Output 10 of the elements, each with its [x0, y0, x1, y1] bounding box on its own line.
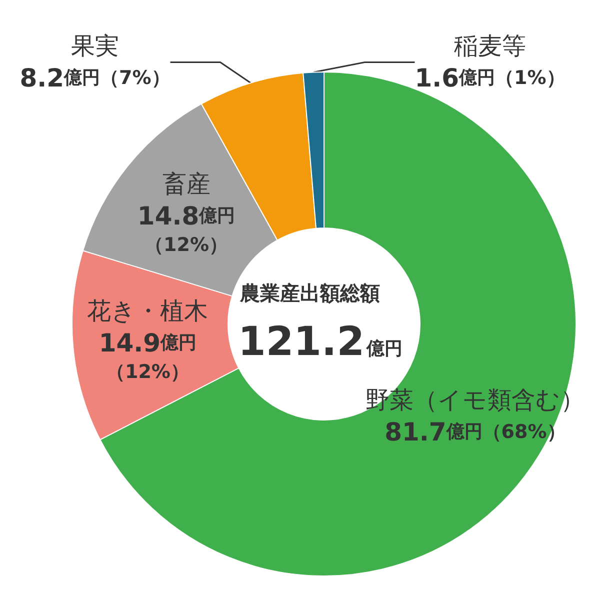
slice-label: 畜産 — [162, 170, 210, 198]
text: 121.2億円 — [238, 319, 403, 365]
data-label: 8.2億円（7%） — [20, 64, 170, 92]
text: 農業産出額総額 — [239, 281, 380, 305]
data-label: 14.9億円（12%） — [98, 328, 197, 384]
slice-label: 稲麦等 — [454, 32, 526, 60]
slice-label: 果実 — [71, 32, 119, 60]
data-label: 1.6億円（1%） — [414, 64, 566, 92]
data-label: 14.8億円（12%） — [137, 201, 236, 256]
slice-label: 花き・植木 — [87, 297, 208, 326]
